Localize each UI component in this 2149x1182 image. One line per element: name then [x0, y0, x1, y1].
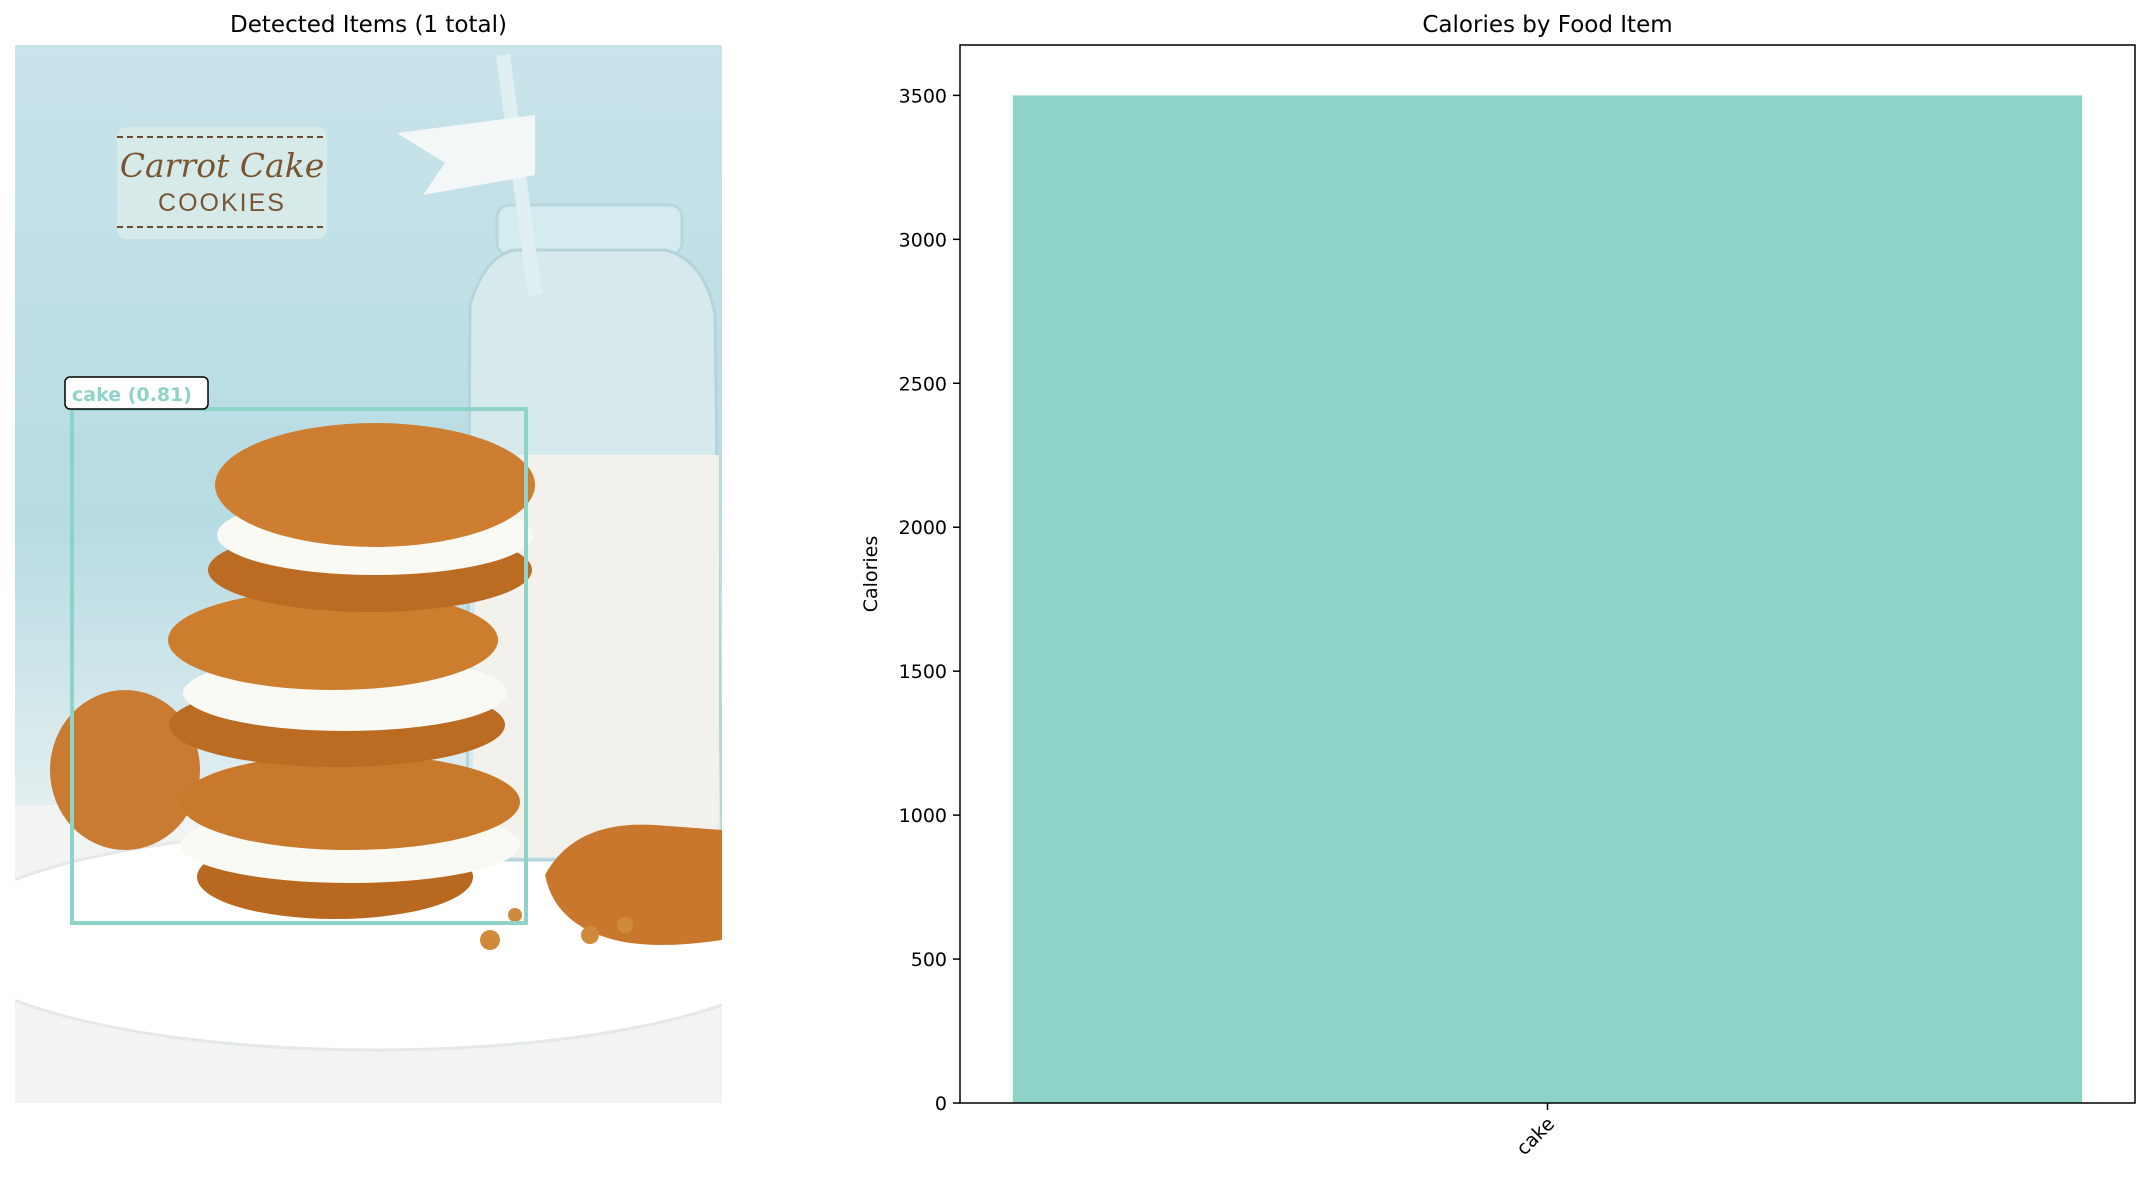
y-tick-label-0: 0: [935, 1093, 947, 1115]
chart-title: Calories by Food Item: [1422, 12, 1673, 38]
food-photo: Carrot Cake COOKIES cake (0.81): [15, 45, 722, 1103]
side-cookie-left: [50, 690, 200, 850]
plot-frame: [959, 44, 2136, 1104]
milk-bottle: [465, 203, 722, 862]
card-subtitle-text: COOKIES: [158, 189, 286, 217]
y-tick-label-500: 500: [911, 949, 947, 971]
detection-panel-title: Detected Items (1 total): [230, 12, 507, 38]
cookie-stack: [168, 423, 535, 919]
y-tick-label-2000: 2000: [899, 517, 947, 539]
photo-illustration: Carrot Cake COOKIES cake (0.81): [15, 54, 722, 1103]
x-tick-label-cake: cake: [1512, 1113, 1559, 1160]
side-cookie-right: [545, 824, 722, 945]
bar-cake: [1012, 95, 2083, 1103]
y-tick-label-1500: 1500: [899, 661, 947, 683]
detection-label-box: [64, 376, 209, 410]
y-tick-label-3000: 3000: [899, 229, 947, 251]
y-tick-label-1000: 1000: [899, 805, 947, 827]
y-axis-label: Calories: [860, 536, 882, 613]
flag: [397, 115, 535, 195]
detection-label-cake: cake (0.81): [72, 384, 192, 406]
detection-box-cake: [70, 407, 528, 925]
y-tick-label-2500: 2500: [899, 373, 947, 395]
title-card: [117, 127, 327, 239]
y-tick-label-3500: 3500: [899, 85, 947, 107]
card-title-text: Carrot Cake: [120, 146, 325, 185]
